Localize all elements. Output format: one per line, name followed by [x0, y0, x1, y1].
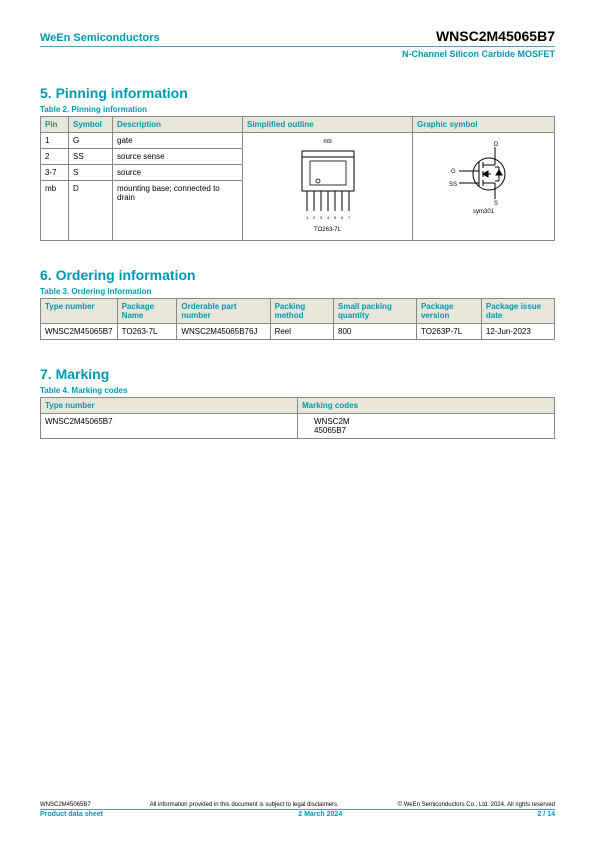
footer-page: 2 / 14	[537, 811, 555, 818]
mosfet-symbol-icon: D G SS S	[439, 139, 529, 209]
symbol-cell: D	[69, 181, 113, 241]
col-symbol: Symbol	[69, 117, 113, 133]
section-6-title: 6. Ordering information	[40, 267, 555, 283]
svg-text:4: 4	[327, 215, 330, 220]
desc-cell: source sense	[113, 149, 243, 165]
pin-cell: mb	[41, 181, 69, 241]
table-4-caption: Table 4. Marking codes	[40, 386, 555, 395]
pin-cell: 2	[41, 149, 69, 165]
desc-cell: source	[113, 165, 243, 181]
col-packing: Packing method	[270, 299, 333, 324]
section-7-title: 7. Marking	[40, 366, 555, 382]
svg-text:2: 2	[313, 215, 316, 220]
orderable-cell: WNSC2M45065B76J	[177, 324, 270, 340]
pin-cell: 1	[41, 133, 69, 149]
col-version: Package version	[416, 299, 481, 324]
svg-text:3: 3	[320, 215, 323, 220]
svg-text:1: 1	[306, 215, 309, 220]
svg-text:SS: SS	[449, 182, 457, 188]
mb-label: mb	[247, 139, 408, 145]
package-outline-icon: 123 4567	[288, 145, 368, 225]
version-cell: TO263P-7L	[416, 324, 481, 340]
col-pkg-name: Package Name	[117, 299, 177, 324]
footer-doc-type: Product data sheet	[40, 811, 103, 818]
marking-cell: WNSC2M 45065B7	[298, 414, 555, 439]
desc-cell: mounting base; connected to drain	[113, 181, 243, 241]
pinning-table: Pin Symbol Description Simplified outlin…	[40, 116, 555, 241]
col-orderable: Orderable part number	[177, 299, 270, 324]
footer-date: 2 March 2024	[298, 811, 342, 818]
footer-copyright: © WeEn Semiconductors Co., Ltd. 2024. Al…	[398, 802, 555, 808]
col-outline: Simplified outline	[243, 117, 413, 133]
type-cell: WNSC2M45065B7	[41, 324, 118, 340]
outline-cell: mb 123 4567	[243, 133, 413, 241]
marking-table: Type number Marking codes WNSC2M45065B7 …	[40, 397, 555, 439]
company-name: WeEn Semiconductors	[40, 32, 160, 44]
col-type: Type number	[41, 299, 118, 324]
svg-text:G: G	[451, 169, 456, 175]
graphic-symbol-cell: D G SS S sym301	[413, 133, 555, 241]
type-cell: WNSC2M45065B7	[41, 414, 298, 439]
section-5-title: 5. Pinning information	[40, 85, 555, 101]
table-2-caption: Table 2. Pinning information	[40, 105, 555, 114]
col-graphic: Graphic symbol	[413, 117, 555, 133]
footer-disclaimer: All information provided in this documen…	[150, 802, 339, 808]
issue-cell: 12-Jun-2023	[481, 324, 554, 340]
svg-text:5: 5	[334, 215, 337, 220]
page-footer: WNSC2M45065B7 All information provided i…	[40, 802, 555, 818]
footer-part: WNSC2M45065B7	[40, 802, 91, 808]
ordering-table: Type number Package Name Orderable part …	[40, 298, 555, 340]
pin-cell: 3-7	[41, 165, 69, 181]
col-issue: Package issue date	[481, 299, 554, 324]
symbol-cell: SS	[69, 149, 113, 165]
col-pin: Pin	[41, 117, 69, 133]
col-type: Type number	[41, 398, 298, 414]
table-3-caption: Table 3. Ordering information	[40, 287, 555, 296]
sym-label: sym301	[417, 209, 550, 215]
col-marking: Marking codes	[298, 398, 555, 414]
svg-text:7: 7	[348, 215, 351, 220]
col-description: Description	[113, 117, 243, 133]
package-label: TO263-7L	[247, 227, 408, 233]
qty-cell: 800	[334, 324, 417, 340]
part-number: WNSC2M45065B7	[436, 28, 555, 44]
desc-cell: gate	[113, 133, 243, 149]
svg-text:D: D	[494, 142, 499, 148]
symbol-cell: S	[69, 165, 113, 181]
svg-text:6: 6	[341, 215, 344, 220]
pkg-name-cell: TO263-7L	[117, 324, 177, 340]
symbol-cell: G	[69, 133, 113, 149]
packing-cell: Reel	[270, 324, 333, 340]
product-subtitle: N-Channel Silicon Carbide MOSFET	[40, 49, 555, 59]
svg-text:S: S	[494, 201, 498, 207]
col-qty: Small packing quantity	[334, 299, 417, 324]
